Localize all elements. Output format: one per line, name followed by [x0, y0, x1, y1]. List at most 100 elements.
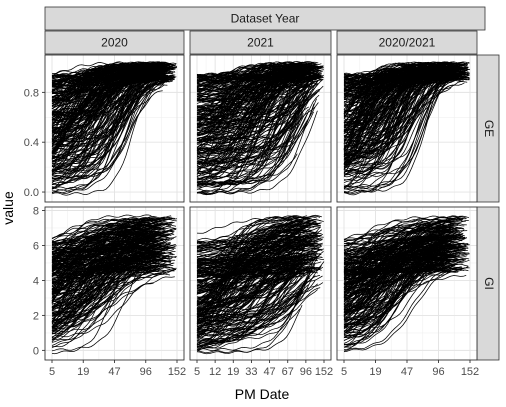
- series-line: [51, 84, 165, 186]
- series-line: [51, 80, 173, 119]
- y-axis-title: value: [0, 191, 16, 225]
- series-line: [196, 263, 300, 305]
- series-line: [196, 255, 309, 312]
- series-line: [51, 247, 156, 304]
- series-line: [196, 67, 310, 84]
- x-tick-label: 47: [263, 366, 275, 378]
- series-line: [196, 92, 308, 140]
- series-line: [196, 221, 312, 241]
- series-line: [343, 71, 457, 191]
- series-line: [196, 244, 321, 289]
- x-tick-label: 12: [209, 366, 221, 378]
- series-line: [343, 226, 452, 241]
- series-line: [51, 75, 161, 138]
- series-line: [196, 72, 317, 101]
- series-lines: [196, 61, 325, 196]
- series-line: [196, 263, 316, 351]
- series-line: [51, 244, 169, 307]
- series-line: [51, 216, 172, 244]
- panel-ge-2: [336, 54, 478, 203]
- x-tick-label: 152: [461, 366, 479, 378]
- series-line: [196, 99, 298, 113]
- series-line: [196, 287, 321, 346]
- series-line: [343, 78, 454, 161]
- series-line: [51, 230, 162, 262]
- series-line: [196, 226, 321, 256]
- series-line: [51, 77, 167, 102]
- series-line: [51, 266, 152, 348]
- series-line: [343, 253, 449, 279]
- series-line: [343, 236, 446, 344]
- series-line: [343, 268, 448, 277]
- series-line: [51, 253, 157, 326]
- series-line: [196, 283, 318, 348]
- series-line: [196, 266, 324, 329]
- panel-gi-0: 5 19 47 96 152 0 2 4 6 8: [33, 205, 186, 378]
- series-line: [343, 230, 461, 296]
- series-line: [343, 240, 459, 245]
- series-line: [343, 215, 459, 266]
- series-line: [343, 76, 443, 188]
- series-line: [51, 239, 168, 245]
- series-line: [196, 113, 298, 129]
- series-line: [196, 78, 324, 136]
- series-lines: [196, 214, 325, 355]
- x-tick-label: 33: [245, 366, 257, 378]
- series-line: [343, 73, 461, 181]
- panel-border: [44, 54, 185, 203]
- series-line: [196, 68, 298, 102]
- column-strip-2021: 2021: [189, 30, 332, 55]
- panel-gi-2: 5 19 47 96 152: [336, 206, 479, 378]
- series-line: [343, 72, 462, 136]
- series-line: [196, 256, 298, 317]
- series-line: [51, 74, 171, 78]
- series-line: [196, 71, 315, 120]
- series-line: [51, 62, 165, 94]
- series-line: [343, 78, 467, 137]
- series-line: [343, 237, 456, 248]
- series-line: [196, 104, 301, 192]
- series-line: [196, 65, 317, 135]
- x-tick-label: 67: [282, 366, 294, 378]
- series-line: [196, 259, 307, 333]
- column-strip-2020: 2020: [44, 30, 185, 55]
- series-line: [51, 256, 173, 328]
- series-line: [343, 67, 445, 104]
- x-tick-label: 96: [432, 366, 444, 378]
- series-line: [51, 71, 172, 167]
- series-line: [196, 275, 303, 320]
- series-line: [52, 64, 154, 85]
- series-line: [196, 242, 314, 250]
- series-line: [51, 81, 166, 196]
- series-line: [51, 84, 168, 173]
- series-line: [343, 65, 469, 150]
- series-line: [51, 218, 166, 263]
- series-line: [196, 74, 308, 79]
- x-tick-label: 152: [315, 366, 333, 378]
- series-line: [343, 267, 466, 274]
- series-line: [343, 266, 469, 353]
- series-line: [196, 77, 310, 93]
- series-line: [343, 69, 447, 132]
- series-line: [343, 79, 451, 155]
- column-label-2021: 2021: [247, 36, 274, 50]
- series-line: [196, 77, 316, 125]
- series-line: [343, 73, 459, 79]
- panel-border: [189, 206, 332, 361]
- series-line: [196, 253, 310, 306]
- x-axis-title: PM Date: [235, 386, 290, 402]
- x-tick-label: 47: [401, 366, 413, 378]
- series-line: [343, 67, 451, 166]
- series-line: [196, 268, 301, 281]
- series-line: [196, 286, 304, 345]
- y-tick-label: 0.4: [24, 137, 39, 149]
- series-line: [51, 90, 163, 152]
- series-line: [51, 217, 165, 257]
- series-line: [343, 73, 448, 106]
- series-line: [343, 72, 461, 167]
- series-line: [343, 62, 448, 77]
- series-line: [196, 68, 306, 170]
- series-line: [196, 247, 306, 265]
- series-line: [343, 72, 459, 188]
